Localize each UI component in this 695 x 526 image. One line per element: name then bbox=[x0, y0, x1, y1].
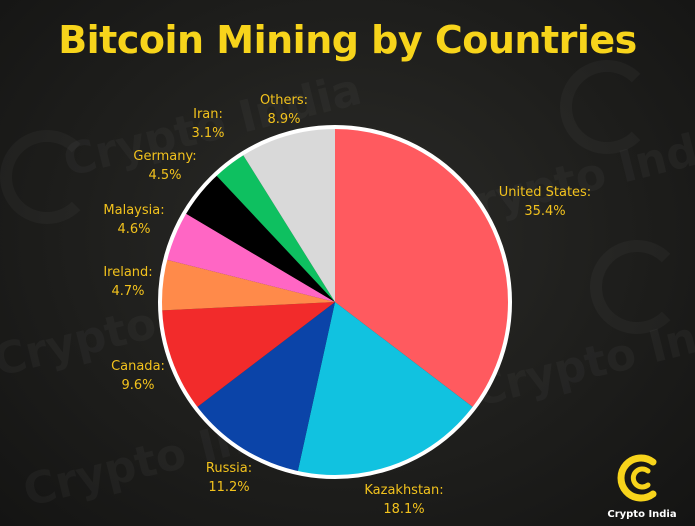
slice-label: Russia: bbox=[206, 461, 252, 476]
slice-value-label: 9.6% bbox=[121, 378, 154, 393]
slice-value-label: 3.1% bbox=[191, 126, 224, 141]
chart-title: Bitcoin Mining by Countries bbox=[58, 18, 637, 62]
pie-slice-unitedstates bbox=[335, 127, 511, 409]
slice-label: Kazakhstan: bbox=[364, 483, 443, 498]
slice-label: Iran: bbox=[193, 107, 223, 122]
slice-value-label: 4.7% bbox=[111, 284, 144, 299]
slice-label: Germany: bbox=[133, 149, 196, 164]
slice-value-label: 4.6% bbox=[117, 222, 150, 237]
slice-label: Others: bbox=[260, 93, 308, 108]
pie-slice-ireland bbox=[160, 259, 335, 311]
slice-label: United States: bbox=[499, 185, 591, 200]
pie-slice-iran bbox=[215, 153, 335, 302]
crypto-india-logo: Crypto India bbox=[601, 450, 683, 520]
slice-label: Malaysia: bbox=[103, 203, 164, 218]
slice-value-label: 18.1% bbox=[383, 502, 424, 517]
pie-slice-germany bbox=[184, 174, 335, 302]
pie-slice-russia bbox=[195, 302, 335, 473]
slice-value-label: 11.2% bbox=[208, 480, 249, 495]
pie-slice-kazakhstan bbox=[297, 302, 475, 477]
logo-label: Crypto India bbox=[607, 509, 677, 520]
pie-outline bbox=[158, 125, 512, 479]
crypto-india-logo-icon bbox=[617, 454, 657, 502]
pie-slice-others bbox=[242, 127, 335, 302]
slice-value-label: 8.9% bbox=[267, 112, 300, 127]
slice-label: Canada: bbox=[111, 359, 165, 374]
slice-value-label: 35.4% bbox=[524, 204, 565, 219]
pie-slice-canada bbox=[160, 302, 335, 409]
pie-slice-malaysia bbox=[165, 212, 335, 302]
slice-value-label: 4.5% bbox=[148, 168, 181, 183]
slice-label: Ireland: bbox=[103, 265, 152, 280]
